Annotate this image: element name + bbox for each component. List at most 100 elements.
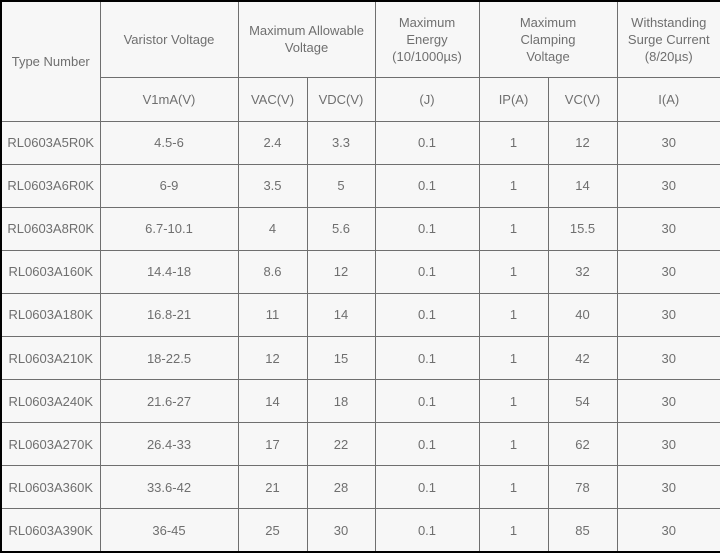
subheader-v1ma: V1mA(V) [99, 76, 239, 122]
table-cell: 30 [616, 465, 720, 510]
table-cell: 12 [306, 249, 376, 294]
table-cell: 0.1 [374, 249, 480, 294]
table-cell: 0.1 [374, 163, 480, 208]
table-cell: 33.6-42 [99, 465, 239, 510]
table-row: RL0603A210K 18-22.5 12 15 0.1 1 42 30 [0, 335, 720, 381]
table-cell: 40 [547, 292, 618, 337]
table-cell: 15 [306, 335, 376, 381]
col-header-max-energy: Maximum Energy (10/1000µs) [374, 0, 480, 78]
table-cell: 15.5 [547, 206, 618, 251]
table-cell: 36-45 [99, 508, 239, 553]
table-row: RL0603A6R0K 6-9 3.5 5 0.1 1 14 30 [0, 163, 720, 208]
table-cell: 6.7-10.1 [99, 206, 239, 251]
table-row: RL0603A5R0K 4.5-6 2.4 3.3 0.1 1 12 30 [0, 120, 720, 165]
table-cell: 22 [306, 422, 376, 467]
subheader-vac: VAC(V) [237, 76, 308, 122]
table-cell: 1 [478, 465, 549, 510]
table-row: RL0603A8R0K 6.7-10.1 4 5.6 0.1 1 15.5 30 [0, 206, 720, 251]
table-cell: 28 [306, 465, 376, 510]
table-body: RL0603A5R0K 4.5-6 2.4 3.3 0.1 1 12 30 RL0603A6R0… [0, 120, 720, 553]
table-cell: 1 [478, 335, 549, 381]
table-cell: 14 [237, 379, 308, 424]
table-cell: 0.1 [374, 120, 480, 165]
table-cell: 18-22.5 [99, 335, 239, 381]
table-cell: 30 [616, 508, 720, 553]
table-cell: 2.4 [237, 120, 308, 165]
col-header-max-allowable-voltage: Maximum Allowable Voltage [237, 0, 376, 78]
table-cell: 11 [237, 292, 308, 337]
table-cell: 21 [237, 465, 308, 510]
table-cell: 6-9 [99, 163, 239, 208]
subheader-ip: IP(A) [478, 76, 549, 122]
table-cell: 30 [616, 249, 720, 294]
table-header-group-row: Type Number Varistor Voltage Maximum All… [0, 0, 720, 122]
col-header-type-number: Type Number [0, 0, 101, 122]
table-cell: 1 [478, 508, 549, 553]
table-row: RL0603A180K 16.8-21 11 14 0.1 1 40 30 [0, 292, 720, 337]
table-cell: 1 [478, 120, 549, 165]
table-cell: 14.4-18 [99, 249, 239, 294]
table-cell: 3.5 [237, 163, 308, 208]
table-row: RL0603A240K 21.6-27 14 18 0.1 1 54 30 [0, 379, 720, 424]
table-cell: 26.4-33 [99, 422, 239, 467]
table-cell: 30 [616, 292, 720, 337]
table-cell: 5 [306, 163, 376, 208]
cell-type-number: RL0603A5R0K [0, 120, 101, 165]
cell-type-number: RL0603A160K [0, 249, 101, 294]
table-cell: 4.5-6 [99, 120, 239, 165]
table-cell: 0.1 [374, 422, 480, 467]
table-subheader-row: V1mA(V) VAC(V) VDC(V) (J) IP(A) VC(V) I(… [1, 76, 720, 122]
cell-type-number: RL0603A6R0K [0, 163, 101, 208]
table-cell: 21.6-27 [99, 379, 239, 424]
subheader-energy-j: (J) [374, 76, 480, 122]
table-cell: 0.1 [374, 292, 480, 337]
table-cell: 12 [237, 335, 308, 381]
table-cell: 1 [478, 379, 549, 424]
cell-type-number: RL0603A180K [0, 292, 101, 337]
table-header: Type Number Varistor Voltage Maximum All… [0, 0, 720, 122]
table-cell: 25 [237, 508, 308, 553]
table-row: RL0603A270K 26.4-33 17 22 0.1 1 62 30 [0, 422, 720, 467]
table-cell: 62 [547, 422, 618, 467]
table-cell: 32 [547, 249, 618, 294]
table-cell: 5.6 [306, 206, 376, 251]
table-cell: 1 [478, 292, 549, 337]
table-cell: 78 [547, 465, 618, 510]
table-cell: 30 [616, 120, 720, 165]
table-cell: 1 [478, 422, 549, 467]
table-cell: 30 [616, 163, 720, 208]
table-cell: 1 [478, 249, 549, 294]
cell-type-number: RL0603A270K [0, 422, 101, 467]
table-cell: 1 [478, 163, 549, 208]
table-cell: 14 [547, 163, 618, 208]
table-cell: 54 [547, 379, 618, 424]
col-header-max-clamping-voltage: Maximum Clamping Voltage [478, 0, 618, 78]
table-cell: 1 [478, 206, 549, 251]
col-header-withstanding-surge-current: Withstanding Surge Current (8/20µs) [616, 0, 720, 78]
table-cell: 14 [306, 292, 376, 337]
subheader-i: I(A) [616, 76, 720, 122]
table-row: RL0603A360K 33.6-42 21 28 0.1 1 78 30 [0, 465, 720, 510]
cell-type-number: RL0603A210K [0, 335, 101, 381]
table-cell: 12 [547, 120, 618, 165]
table-cell: 16.8-21 [99, 292, 239, 337]
table-cell: 30 [616, 379, 720, 424]
table-cell: 4 [237, 206, 308, 251]
table-cell: 30 [616, 422, 720, 467]
table-cell: 0.1 [374, 465, 480, 510]
table-cell: 8.6 [237, 249, 308, 294]
table-cell: 30 [616, 335, 720, 381]
table-cell: 0.1 [374, 206, 480, 251]
table-cell: 3.3 [306, 120, 376, 165]
cell-type-number: RL0603A240K [0, 379, 101, 424]
cell-type-number: RL0603A390K [0, 508, 101, 553]
table-cell: 30 [616, 206, 720, 251]
table-cell: 85 [547, 508, 618, 553]
cell-type-number: RL0603A8R0K [0, 206, 101, 251]
table-cell: 17 [237, 422, 308, 467]
subheader-vdc: VDC(V) [306, 76, 376, 122]
table-cell: 18 [306, 379, 376, 424]
table-cell: 0.1 [374, 508, 480, 553]
table-row: RL0603A390K 36-45 25 30 0.1 1 85 30 [0, 508, 720, 553]
